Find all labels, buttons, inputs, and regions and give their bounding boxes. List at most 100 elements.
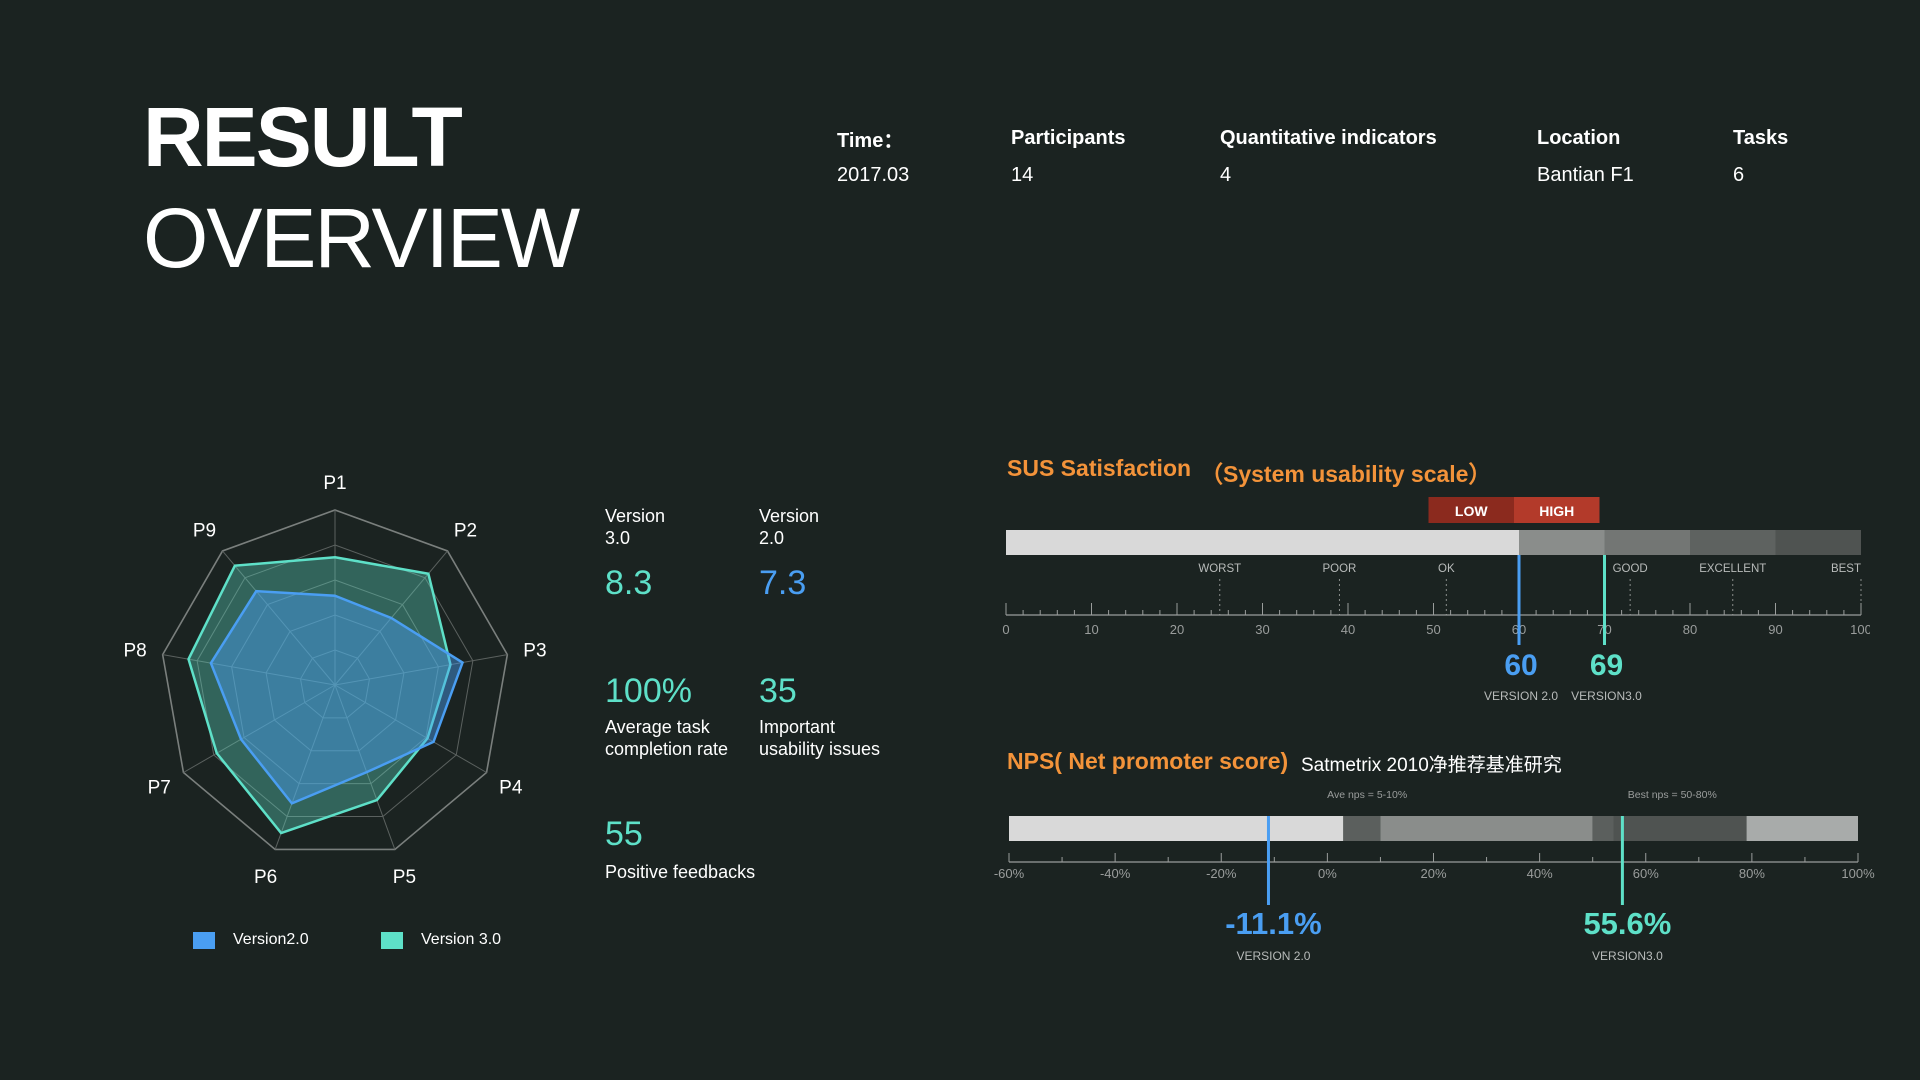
radar-spoke-p5	[334, 684, 396, 850]
kpi-v3-score: 8.3	[605, 564, 653, 602]
meta-tasks-label: Tasks	[1733, 127, 1789, 149]
radar-spoke-p7	[183, 684, 336, 773]
sus-marker-name-0: VERSION 2.0	[1484, 689, 1558, 703]
radar-axis-label-p6: P6	[254, 867, 277, 888]
radar-grid-ring-5	[161, 509, 509, 851]
radar-axis-label-p1: P1	[323, 473, 346, 494]
sus-grade-worst: WORST	[1198, 563, 1241, 575]
radar-spoke-p9	[222, 550, 336, 686]
kpi-completion-value: 100%	[605, 672, 692, 710]
sus-grade-best: BEST	[1831, 563, 1861, 575]
nps-tick-label-3: 0%	[1318, 866, 1337, 881]
sus-tick-label-40: 40	[1341, 622, 1355, 637]
meta-time-value: 2017.03	[837, 164, 910, 186]
sus-scale-chart: LOW HIGH WORST POOR OK GOOD EXCELLENT BEST 0 10 20…	[1002, 497, 1870, 703]
sus-marker-value-0: 60	[1504, 649, 1537, 682]
radar-axis-label-p3: P3	[523, 641, 546, 662]
sus-tick-label-90: 90	[1768, 622, 1782, 637]
meta-time-label: Time：	[837, 130, 904, 152]
radar-axis-label-p2: P2	[454, 520, 477, 541]
nps-tick-label-1: -40%	[1100, 866, 1131, 881]
nps-tick-label-4: 20%	[1420, 866, 1446, 881]
meta-participants-value: 14	[1011, 164, 1034, 186]
legend-label-version2: Version2.0	[233, 931, 309, 948]
radar-spoke-p8	[162, 654, 336, 686]
kpi-v3-label: Version 3.0	[605, 506, 666, 548]
radar-grid-ring-2	[265, 614, 405, 752]
sus-tick-label-80: 80	[1683, 622, 1697, 637]
radar-spoke-p4	[334, 684, 487, 773]
nps-annotation-0: Ave nps = 5-10%	[1327, 789, 1407, 801]
radar-chart: P1 P2 P3 P4 P5 P6 P7 P8 P9	[123, 473, 546, 888]
meta-indicators-label: Quantitative indicators	[1220, 127, 1437, 149]
legend-swatch-version2	[193, 931, 215, 949]
sus-tick-label-20: 20	[1170, 622, 1184, 637]
legend-label-version3: Version 3.0	[421, 931, 502, 948]
nps-tick-label-6: 60%	[1633, 866, 1659, 881]
sus-tick-label-0: 0	[1002, 622, 1009, 637]
sus-tick-label-10: 10	[1084, 622, 1098, 637]
sus-band-label-low: LOW	[1455, 503, 1488, 519]
nps-tick-label-5: 40%	[1527, 866, 1553, 881]
nps-tick-label-0: -60%	[994, 866, 1025, 881]
sus-marker-value-1: 69	[1590, 649, 1623, 682]
radar-grid-ring-1	[300, 649, 370, 719]
sus-grade-excellent: EXCELLENT	[1699, 563, 1766, 575]
meta-location-value: Bantian F1	[1537, 164, 1634, 186]
nps-tick-label-7: 80%	[1739, 866, 1765, 881]
radar-spoke-p6	[274, 684, 336, 850]
nps-title: NPS( Net promoter score)	[1007, 748, 1289, 774]
kpi-issues-value: 35	[759, 672, 797, 710]
meta-location-label: Location	[1537, 127, 1621, 149]
nps-tick-label-2: -20%	[1206, 866, 1237, 881]
nps-subtitle: Satmetrix 2010净推荐基准研究	[1301, 755, 1562, 776]
radar-axis-label-p7: P7	[148, 778, 171, 799]
title-line-2: OVERVIEW	[143, 191, 580, 285]
kpi-feedback-value: 55	[605, 815, 643, 853]
nps-scale-chart: Ave nps = 5-10% Best nps = 50-80% -60% -40%…	[994, 789, 1875, 963]
radar-axis-label-p8: P8	[123, 641, 146, 662]
sus-band-label-high: HIGH	[1539, 503, 1574, 519]
sus-bar-segment-0	[1006, 530, 1519, 555]
sus-band-high	[1514, 497, 1600, 523]
legend-swatch-version3	[381, 931, 403, 949]
meta-indicators-value: 4	[1220, 164, 1232, 186]
legend-version2: Version2.0	[193, 931, 309, 949]
radar-series-version2	[209, 589, 465, 805]
nps-bar-segment-3	[1592, 816, 1614, 841]
legend-version3: Version 3.0	[381, 931, 501, 949]
radar-grid-ring-4	[196, 544, 474, 818]
kpi-completion-label: Average task completion rate	[605, 717, 729, 759]
sus-tick-label-50: 50	[1426, 622, 1440, 637]
sus-subtitle: （System usability scale）	[1200, 461, 1492, 487]
sus-tick-label-100: 100	[1850, 622, 1870, 637]
sus-marker-name-1: VERSION3.0	[1571, 689, 1642, 703]
meta-tasks-value: 6	[1733, 164, 1745, 186]
kpi-v2-label: Version 2.0	[759, 506, 820, 548]
sus-bar-segment-4	[1775, 530, 1861, 555]
nps-bar-segment-1	[1343, 816, 1381, 841]
nps-annotation-1: Best nps = 50-80%	[1628, 789, 1717, 801]
radar-axis-label-p9: P9	[193, 520, 216, 541]
sus-tick-label-30: 30	[1255, 622, 1269, 637]
sus-bar-segment-3	[1690, 530, 1776, 555]
title-line-1: RESULT	[143, 90, 463, 184]
sus-bar-segment-1	[1519, 530, 1605, 555]
nps-tick-label-8: 100%	[1841, 866, 1875, 881]
nps-marker-value-0: -11.1%	[1225, 906, 1322, 941]
kpi-v2-score: 7.3	[759, 564, 807, 602]
radar-axis-label-p5: P5	[393, 867, 416, 888]
nps-marker-value-1: 55.6%	[1583, 906, 1671, 941]
sus-grade-ok: OK	[1438, 563, 1455, 575]
radar-axis-label-p4: P4	[499, 778, 523, 799]
sus-band-low	[1428, 497, 1514, 523]
nps-bar-segment-5	[1746, 816, 1858, 841]
nps-marker-name-1: VERSION3.0	[1592, 949, 1663, 963]
sus-grade-poor: POOR	[1323, 563, 1357, 575]
nps-bar-segment-4	[1613, 816, 1747, 841]
nps-bar-segment-2	[1380, 816, 1593, 841]
nps-bar-segment-0	[1009, 816, 1344, 841]
kpi-feedback-label: Positive feedbacks	[605, 862, 756, 882]
sus-grade-good: GOOD	[1613, 563, 1648, 575]
sus-bar-segment-2	[1604, 530, 1690, 555]
